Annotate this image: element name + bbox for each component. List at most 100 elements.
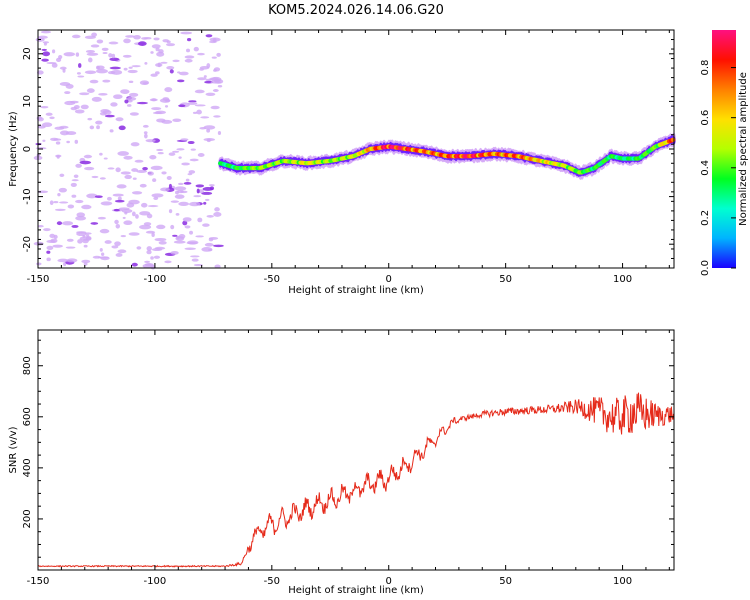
noise-speckle	[203, 75, 207, 78]
noise-speckle	[180, 138, 189, 141]
noise-speckle	[199, 68, 204, 71]
noise-speckle	[208, 248, 213, 252]
noise-speckle	[208, 237, 214, 242]
noise-speckle	[40, 30, 52, 34]
noise-speckle	[206, 215, 214, 218]
noise-speckle	[176, 235, 180, 240]
x-tick-label: 100	[613, 274, 632, 285]
noise-speckle	[188, 100, 197, 103]
noise-speckle	[127, 69, 138, 74]
noise-speckle	[73, 174, 79, 178]
noise-speckle	[136, 101, 149, 105]
noise-speckle	[40, 105, 49, 109]
noise-speckle	[162, 97, 170, 101]
noise-speckle	[166, 40, 171, 44]
noise-speckle	[186, 48, 191, 53]
noise-speckle	[117, 151, 130, 156]
noise-speckle	[75, 163, 82, 168]
noise-speckle	[189, 230, 194, 235]
noise-speckle	[139, 211, 151, 216]
colorbar-ticks: 0.0 0.2 0.4 0.6 0.8	[700, 60, 736, 276]
noise-speckle	[80, 104, 89, 110]
noise-speckle	[58, 187, 67, 193]
noise-speckle	[213, 67, 221, 72]
noise-speckle	[84, 166, 95, 171]
noise-speckle	[213, 244, 224, 248]
spectrogram-xlabel: Height of straight line (km)	[288, 285, 424, 296]
noise-speckle	[188, 170, 196, 174]
noise-speckle	[45, 112, 53, 116]
noise-speckle	[166, 43, 176, 47]
noise-speckle	[66, 140, 70, 144]
noise-speckle	[96, 39, 104, 44]
noise-speckle	[216, 52, 221, 57]
noise-speckle	[79, 160, 92, 165]
noise-speckle	[187, 37, 192, 42]
noise-speckle	[151, 107, 162, 111]
colorbar-label: Normalized spectral amplitude	[738, 72, 749, 226]
snr-marks	[37, 392, 674, 568]
noise-speckle	[71, 179, 79, 182]
noise-speckle	[51, 62, 58, 68]
noise-speckle	[100, 201, 113, 206]
noise-speckle	[94, 195, 103, 198]
noise-speckle	[83, 262, 88, 266]
noise-speckle	[111, 245, 119, 249]
noise-speckle	[172, 234, 178, 237]
noise-speckle	[152, 111, 162, 115]
noise-speckle	[76, 231, 87, 237]
snr-plot-area	[38, 330, 674, 570]
noise-speckle	[63, 52, 76, 57]
noise-speckle	[150, 165, 163, 171]
noise-speckle	[104, 240, 112, 244]
noise-speckle	[111, 53, 116, 59]
noise-speckle	[164, 260, 172, 264]
noise-speckle	[109, 129, 114, 133]
noise-speckle	[187, 173, 193, 176]
noise-speckle	[173, 240, 186, 244]
noise-speckle	[170, 200, 180, 203]
noise-speckle	[206, 128, 211, 133]
noise-speckle	[95, 120, 103, 125]
x-tick-label: 100	[613, 576, 632, 587]
noise-speckle	[182, 220, 188, 226]
noise-speckle	[86, 193, 98, 199]
colorbar-gradient	[712, 30, 736, 268]
noise-speckle	[115, 167, 121, 173]
noise-speckle	[178, 104, 186, 108]
noise-speckle	[116, 184, 127, 189]
noise-speckle	[115, 223, 121, 229]
noise-speckle	[130, 142, 140, 147]
noise-speckle	[51, 49, 56, 54]
noise-speckle	[197, 217, 203, 223]
noise-speckle	[113, 94, 123, 100]
noise-speckle	[177, 71, 181, 74]
noise-speckle	[76, 212, 86, 218]
noise-speckle	[102, 110, 112, 115]
noise-speckle	[136, 246, 142, 250]
noise-speckle	[205, 92, 216, 97]
noise-speckle	[180, 31, 193, 35]
noise-speckle	[84, 70, 97, 75]
noise-speckle	[59, 130, 70, 136]
noise-speckle	[184, 225, 191, 229]
noise-speckle	[139, 224, 152, 230]
noise-speckle	[190, 255, 200, 258]
noise-speckle	[64, 91, 71, 95]
noise-speckle	[154, 237, 167, 242]
noise-speckle	[187, 240, 199, 245]
noise-speckle	[36, 262, 42, 266]
noise-speckle	[57, 258, 69, 263]
colorbar-tick-label: 0.4	[700, 160, 711, 176]
noise-speckle	[151, 248, 163, 252]
noise-speckle	[208, 40, 217, 44]
noise-speckle	[59, 173, 65, 177]
noise-speckle	[65, 83, 74, 89]
noise-speckle	[172, 59, 180, 63]
noise-speckle	[217, 85, 223, 88]
noise-speckle	[36, 70, 44, 75]
noise-speckle	[123, 155, 133, 160]
noise-speckle	[108, 41, 119, 45]
noise-speckle	[91, 175, 99, 179]
